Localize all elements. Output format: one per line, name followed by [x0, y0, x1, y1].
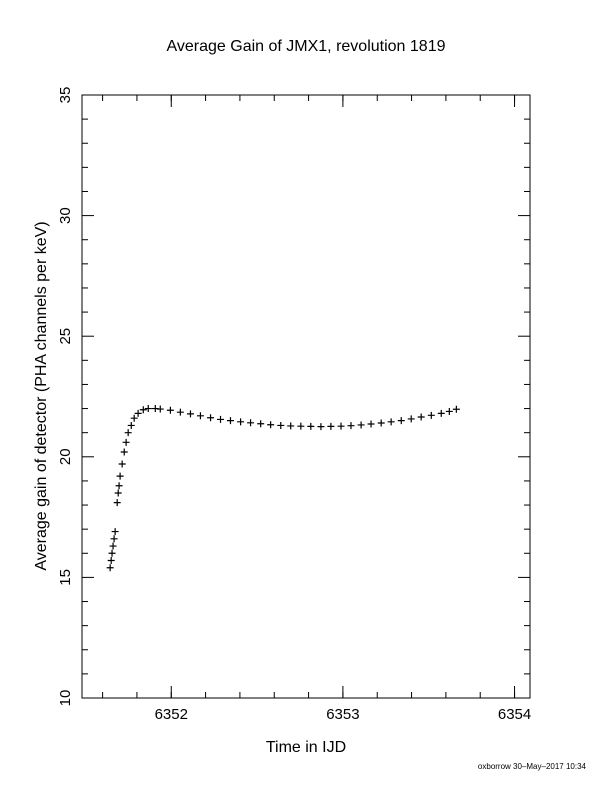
- x-tick-label: 6353: [326, 706, 359, 723]
- data-point: [115, 482, 123, 490]
- data-point: [437, 409, 445, 417]
- data-point: [122, 438, 130, 446]
- data-point: [427, 411, 435, 419]
- data-point: [114, 489, 122, 497]
- x-tick-label: 6354: [498, 706, 531, 723]
- data-point: [144, 405, 152, 413]
- data-point: [113, 499, 121, 507]
- data-point: [156, 405, 164, 413]
- y-tick-label: 10: [57, 690, 74, 707]
- y-tick-label: 25: [57, 328, 74, 345]
- data-point: [445, 407, 453, 415]
- data-point: [106, 564, 114, 572]
- data-point: [297, 422, 305, 430]
- data-point: [247, 419, 255, 427]
- data-point: [120, 448, 128, 456]
- data-point: [110, 535, 118, 543]
- data-point: [387, 418, 395, 426]
- y-tick-label: 35: [57, 87, 74, 104]
- data-point: [127, 421, 135, 429]
- data-point: [407, 415, 415, 423]
- y-tick-label: 30: [57, 207, 74, 224]
- data-point: [327, 422, 335, 430]
- x-axis-label: Time in IJD: [266, 739, 346, 756]
- data-point: [397, 417, 405, 425]
- data-point: [186, 410, 194, 418]
- y-tick-label: 15: [57, 569, 74, 586]
- data-point: [237, 418, 245, 426]
- data-point: [124, 429, 132, 437]
- data-point: [377, 419, 385, 427]
- plot-frame: [81, 94, 531, 699]
- data-point: [287, 422, 295, 430]
- data-point: [417, 413, 425, 421]
- data-point: [357, 421, 365, 429]
- data-point: [130, 414, 138, 422]
- data-point: [166, 406, 174, 414]
- data-point: [118, 460, 126, 468]
- data-point: [317, 423, 325, 431]
- data-point: [107, 557, 115, 565]
- data-point: [367, 420, 375, 428]
- x-tick-label: 6352: [155, 706, 188, 723]
- data-point: [111, 528, 119, 536]
- y-tick-label: 20: [57, 448, 74, 465]
- data-point: [109, 542, 117, 550]
- data-point: [176, 408, 184, 416]
- data-point: [116, 472, 124, 480]
- footer: oxborrow 30–May–2017 10:34: [478, 762, 587, 771]
- data-point: [267, 421, 275, 429]
- data-point: [134, 409, 142, 417]
- data-point: [108, 549, 116, 557]
- chart-title: Average Gain of JMX1, revolution 1819: [167, 38, 446, 55]
- data-point: [257, 420, 265, 428]
- data-point: [337, 422, 345, 430]
- data-point: [277, 421, 285, 429]
- data-point: [196, 412, 204, 420]
- data-point: [347, 422, 355, 430]
- data-point: [217, 415, 225, 423]
- y-axis-label: Average gain of detector (PHA channels p…: [33, 221, 50, 570]
- data-point: [139, 406, 147, 414]
- data-point: [226, 417, 234, 425]
- data-point: [207, 414, 215, 422]
- data-point: [452, 405, 460, 413]
- data-point: [307, 422, 315, 430]
